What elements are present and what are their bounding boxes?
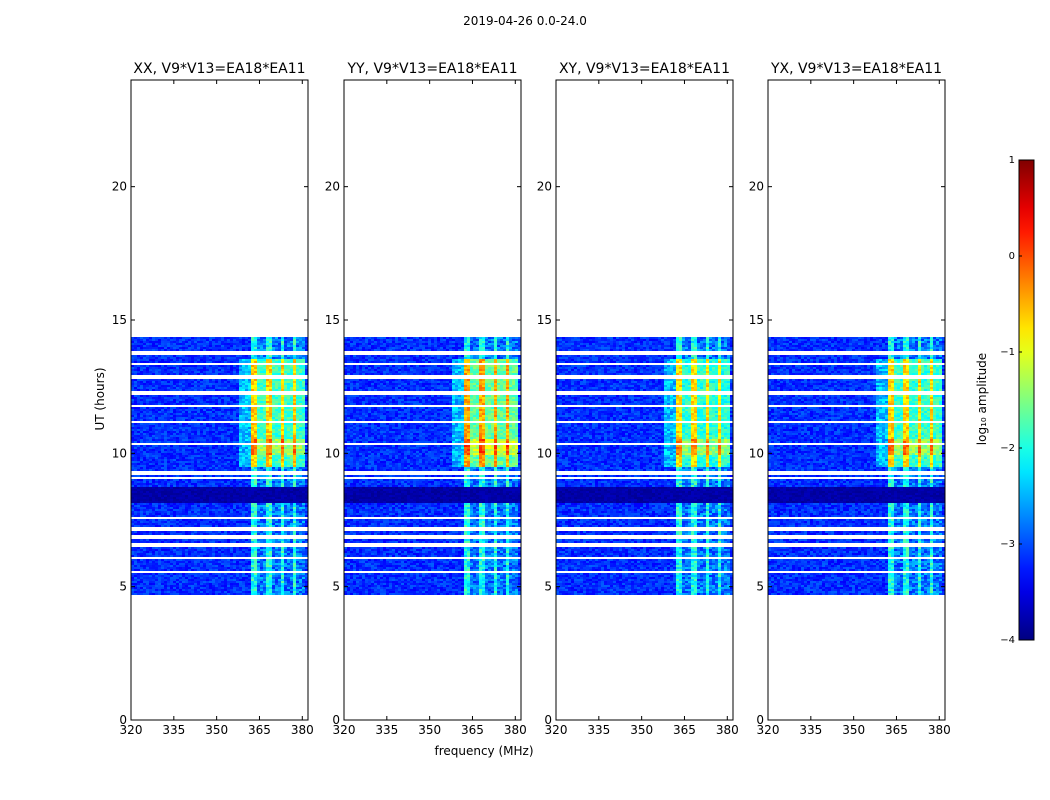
panel-title-1: XX, V9*V13=EA18*EA11 <box>133 61 305 77</box>
colorbar-tick-label-0: 1 <box>1009 155 1015 166</box>
y-axis-label: UT (hours) <box>93 339 107 459</box>
heatmap-image-3 <box>556 337 733 595</box>
y-tick-label-3-4: 20 <box>537 180 552 194</box>
y-tick-label-1-4: 20 <box>112 180 127 194</box>
colorbar: 1 0 −1 −2 −3 −4 <box>1000 155 1035 646</box>
axes-frame-3 <box>555 79 734 721</box>
panel-3: XY, V9*V13=EA18*EA11 320 335 350 365 380 0 5 10 1… <box>537 61 739 737</box>
y-tick-label-3-2: 10 <box>537 446 552 460</box>
y-tick-label-2-2: 10 <box>325 446 340 460</box>
x-tick-label-1-2: 350 <box>205 723 228 737</box>
y-tick-label-2-1: 5 <box>332 580 340 594</box>
panel-title-3: XY, V9*V13=EA18*EA11 <box>559 61 730 77</box>
x-tick-label-3-2: 350 <box>630 723 653 737</box>
y-tick-label-4-4: 20 <box>749 180 764 194</box>
x-tick-label-3-1: 335 <box>587 723 610 737</box>
x-tick-label-4-3: 365 <box>885 723 908 737</box>
y-tick-label-2-3: 15 <box>325 313 340 327</box>
y-tick-label-2-4: 20 <box>325 180 340 194</box>
x-tick-label-2-0: 320 <box>333 723 356 737</box>
y-tick-label-4-1: 5 <box>756 580 764 594</box>
x-tick-label-2-1: 335 <box>375 723 398 737</box>
colorbar-tick-label-3: −2 <box>1000 443 1015 454</box>
y-tick-label-1-3: 15 <box>112 313 127 327</box>
colorbar-tick-label-1: 0 <box>1009 251 1015 262</box>
x-tick-label-3-4: 380 <box>716 723 739 737</box>
x-tick-label-4-1: 335 <box>799 723 822 737</box>
x-tick-label-4-0: 320 <box>757 723 780 737</box>
x-tick-label-1-3: 365 <box>248 723 271 737</box>
y-tick-label-1-2: 10 <box>112 446 127 460</box>
x-tick-label-4-2: 350 <box>842 723 865 737</box>
axes-frame-2 <box>343 79 522 721</box>
x-tick-label-2-3: 365 <box>461 723 484 737</box>
axes-frame-4 <box>767 79 946 721</box>
figure-suptitle: 2019-04-26 0.0-24.0 <box>0 14 1050 28</box>
x-tick-label-1-0: 320 <box>120 723 143 737</box>
y-tick-label-1-0: 0 <box>119 713 127 727</box>
panel-2: YY, V9*V13=EA18*EA11 320 335 350 365 380 0 5 10 1… <box>325 61 527 737</box>
heatmap-image-2 <box>344 337 521 595</box>
panel-1: XX, V9*V13=EA18*EA11 320 335 350 365 380 0 5 10 1… <box>112 61 314 737</box>
x-tick-label-1-4: 380 <box>291 723 314 737</box>
x-tick-label-2-4: 380 <box>504 723 527 737</box>
y-tick-label-1-1: 5 <box>119 580 127 594</box>
colorbar-gradient <box>1018 159 1035 641</box>
y-tick-label-2-0: 0 <box>332 713 340 727</box>
y-tick-label-3-0: 0 <box>544 713 552 727</box>
colorbar-tick-label-5: −4 <box>1000 635 1015 646</box>
colorbar-label: log₁₀ amplitude <box>975 339 989 459</box>
x-axis-label: frequency (MHz) <box>384 744 584 758</box>
colorbar-tick-label-4: −3 <box>1000 539 1015 550</box>
x-tick-label-4-4: 380 <box>928 723 951 737</box>
y-tick-label-4-0: 0 <box>756 713 764 727</box>
x-tick-label-1-1: 335 <box>162 723 185 737</box>
colorbar-tick-label-2: −1 <box>1000 347 1015 358</box>
y-tick-label-4-2: 10 <box>749 446 764 460</box>
panel-title-2: YY, V9*V13=EA18*EA11 <box>346 61 517 77</box>
x-tick-label-3-0: 320 <box>545 723 568 737</box>
heatmap-image-4 <box>768 337 945 595</box>
panel-4: YX, V9*V13=EA18*EA11 320 335 350 365 380 0 5 10 1… <box>749 61 951 737</box>
axes-frame-1 <box>130 79 309 721</box>
x-tick-label-3-3: 365 <box>673 723 696 737</box>
x-tick-label-2-2: 350 <box>418 723 441 737</box>
y-tick-label-3-1: 5 <box>544 580 552 594</box>
panel-title-4: YX, V9*V13=EA18*EA11 <box>770 61 942 77</box>
y-tick-label-3-3: 15 <box>537 313 552 327</box>
y-tick-label-4-3: 15 <box>749 313 764 327</box>
heatmap-image-1 <box>131 337 308 595</box>
